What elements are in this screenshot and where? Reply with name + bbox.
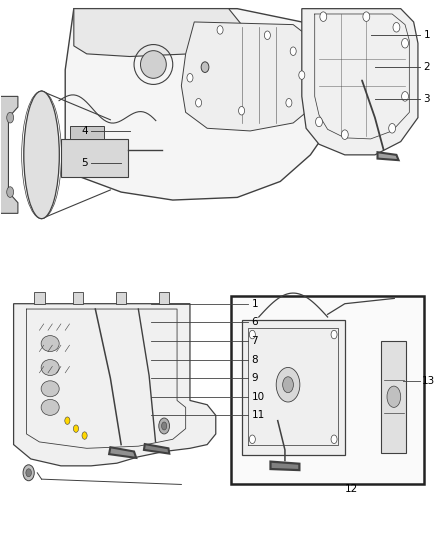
Text: 2: 2: [424, 62, 430, 72]
Ellipse shape: [239, 107, 244, 115]
Text: 1: 1: [424, 30, 430, 41]
Ellipse shape: [320, 12, 327, 21]
Ellipse shape: [363, 12, 370, 21]
Ellipse shape: [201, 62, 209, 72]
Ellipse shape: [159, 418, 170, 434]
Ellipse shape: [41, 336, 59, 352]
Ellipse shape: [265, 31, 270, 39]
Text: 10: 10: [251, 392, 265, 402]
Ellipse shape: [195, 99, 201, 107]
Ellipse shape: [141, 51, 166, 78]
Ellipse shape: [7, 187, 14, 197]
Ellipse shape: [283, 377, 293, 393]
Text: 1: 1: [251, 298, 258, 309]
Ellipse shape: [387, 386, 401, 407]
Polygon shape: [70, 126, 104, 139]
Text: 12: 12: [345, 484, 358, 494]
Polygon shape: [242, 320, 345, 455]
Ellipse shape: [187, 74, 193, 82]
Polygon shape: [144, 444, 170, 454]
Polygon shape: [14, 304, 216, 466]
Ellipse shape: [299, 71, 305, 79]
Bar: [73, 292, 83, 304]
Text: 9: 9: [251, 373, 258, 383]
Polygon shape: [378, 152, 399, 160]
Ellipse shape: [249, 330, 255, 339]
Ellipse shape: [65, 417, 70, 424]
Ellipse shape: [331, 435, 337, 443]
Ellipse shape: [82, 432, 87, 439]
Text: 8: 8: [251, 354, 258, 365]
Polygon shape: [74, 9, 242, 56]
Ellipse shape: [74, 425, 78, 432]
Ellipse shape: [341, 130, 348, 140]
Text: 7: 7: [251, 336, 258, 346]
Polygon shape: [0, 96, 18, 213]
Bar: [159, 292, 170, 304]
Ellipse shape: [23, 465, 34, 481]
Ellipse shape: [331, 330, 337, 339]
Polygon shape: [61, 139, 127, 177]
Ellipse shape: [24, 91, 59, 219]
Ellipse shape: [41, 399, 59, 415]
Bar: [34, 292, 45, 304]
Bar: [231, 296, 424, 484]
Text: 3: 3: [424, 94, 430, 104]
Polygon shape: [381, 341, 406, 453]
Ellipse shape: [393, 22, 400, 32]
Ellipse shape: [162, 422, 167, 430]
Ellipse shape: [290, 47, 296, 55]
Ellipse shape: [41, 360, 59, 375]
Ellipse shape: [249, 435, 255, 443]
Text: 6: 6: [251, 317, 258, 327]
Polygon shape: [109, 447, 136, 458]
Polygon shape: [65, 9, 336, 200]
Ellipse shape: [276, 367, 300, 402]
Polygon shape: [181, 22, 319, 131]
Ellipse shape: [402, 92, 409, 101]
Polygon shape: [302, 9, 418, 155]
Text: 5: 5: [81, 158, 88, 168]
Ellipse shape: [41, 381, 59, 397]
Polygon shape: [271, 462, 300, 470]
Ellipse shape: [7, 112, 14, 123]
Ellipse shape: [315, 117, 322, 127]
Ellipse shape: [286, 99, 292, 107]
Bar: [116, 292, 126, 304]
Ellipse shape: [26, 469, 32, 477]
Text: 4: 4: [81, 126, 88, 136]
Ellipse shape: [402, 38, 409, 48]
Text: 11: 11: [251, 410, 265, 421]
Ellipse shape: [389, 124, 396, 133]
Text: 13: 13: [422, 376, 435, 386]
Ellipse shape: [217, 26, 223, 34]
